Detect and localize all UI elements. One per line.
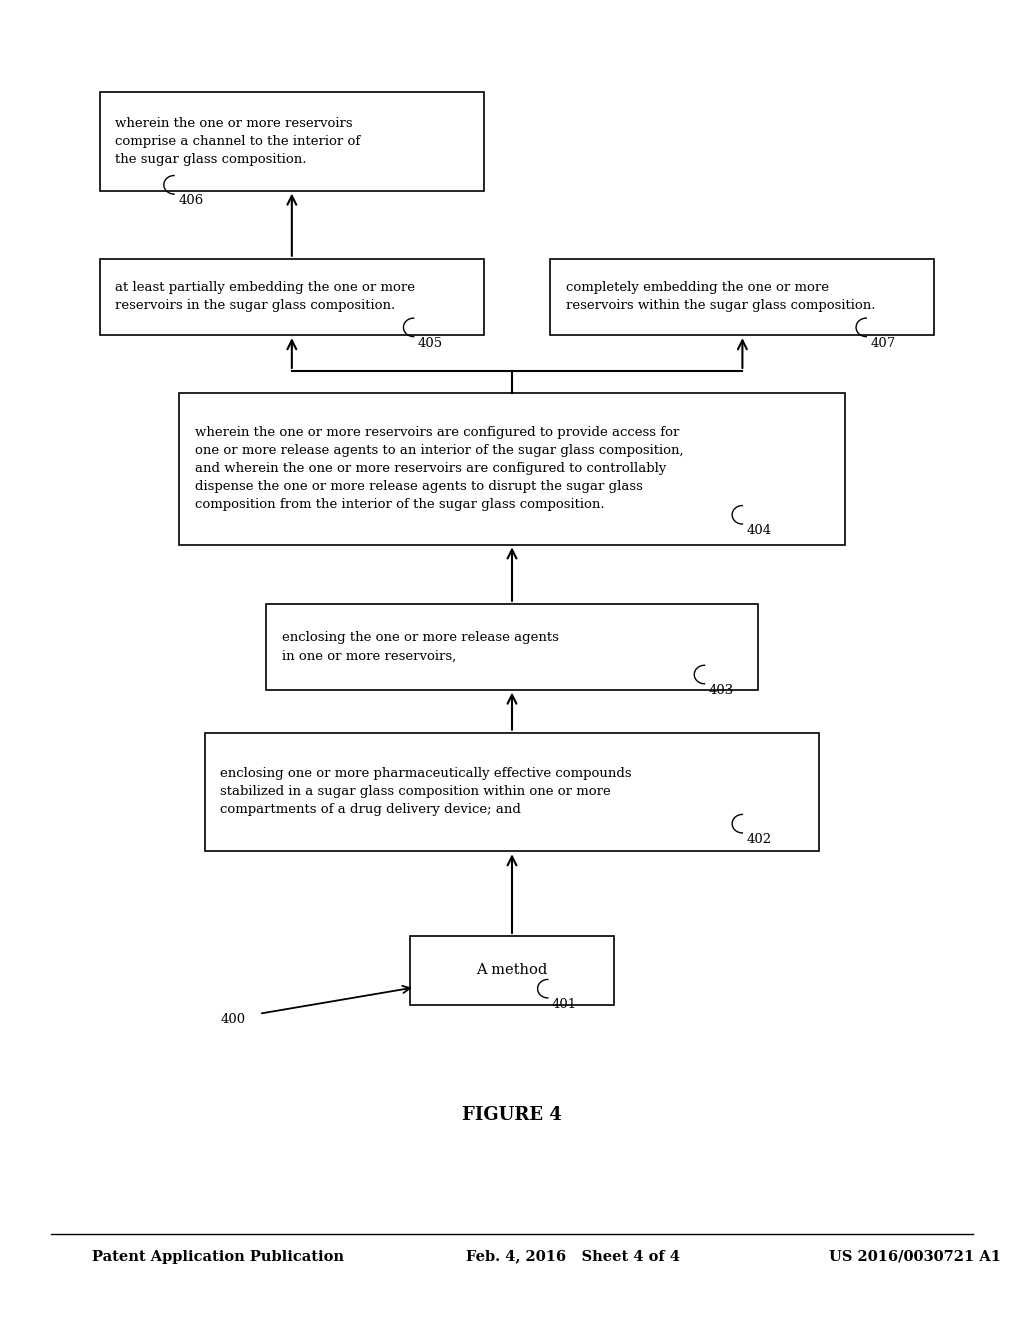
Text: at least partially embedding the one or more
reservoirs in the sugar glass compo: at least partially embedding the one or … <box>115 281 415 313</box>
Text: wherein the one or more reservoirs
comprise a channel to the interior of
the sug: wherein the one or more reservoirs compr… <box>115 116 360 166</box>
Text: enclosing the one or more release agents
in one or more reservoirs,: enclosing the one or more release agents… <box>282 631 558 663</box>
Text: enclosing one or more pharmaceutically effective compounds
stabilized in a sugar: enclosing one or more pharmaceutically e… <box>220 767 632 817</box>
Bar <box>99 92 483 190</box>
Text: FIGURE 4: FIGURE 4 <box>462 1106 562 1125</box>
Text: 403: 403 <box>709 684 734 697</box>
Text: Patent Application Publication: Patent Application Publication <box>92 1250 344 1263</box>
Text: 400: 400 <box>220 1012 246 1026</box>
Text: 402: 402 <box>746 833 772 846</box>
Bar <box>266 605 758 689</box>
Bar <box>410 936 614 1005</box>
Text: A method: A method <box>476 964 548 977</box>
Text: wherein the one or more reservoirs are configured to provide access for
one or m: wherein the one or more reservoirs are c… <box>195 426 683 511</box>
Text: US 2016/0030721 A1: US 2016/0030721 A1 <box>829 1250 1001 1263</box>
Text: 407: 407 <box>870 337 896 350</box>
Bar <box>99 259 483 335</box>
Text: 401: 401 <box>552 998 578 1011</box>
Text: Feb. 4, 2016   Sheet 4 of 4: Feb. 4, 2016 Sheet 4 of 4 <box>466 1250 680 1263</box>
Text: 406: 406 <box>178 194 204 207</box>
Text: completely embedding the one or more
reservoirs within the sugar glass compositi: completely embedding the one or more res… <box>565 281 876 313</box>
Bar <box>179 393 845 544</box>
Bar <box>205 733 819 851</box>
Text: 404: 404 <box>746 524 772 537</box>
Text: 405: 405 <box>418 337 443 350</box>
Bar <box>551 259 934 335</box>
